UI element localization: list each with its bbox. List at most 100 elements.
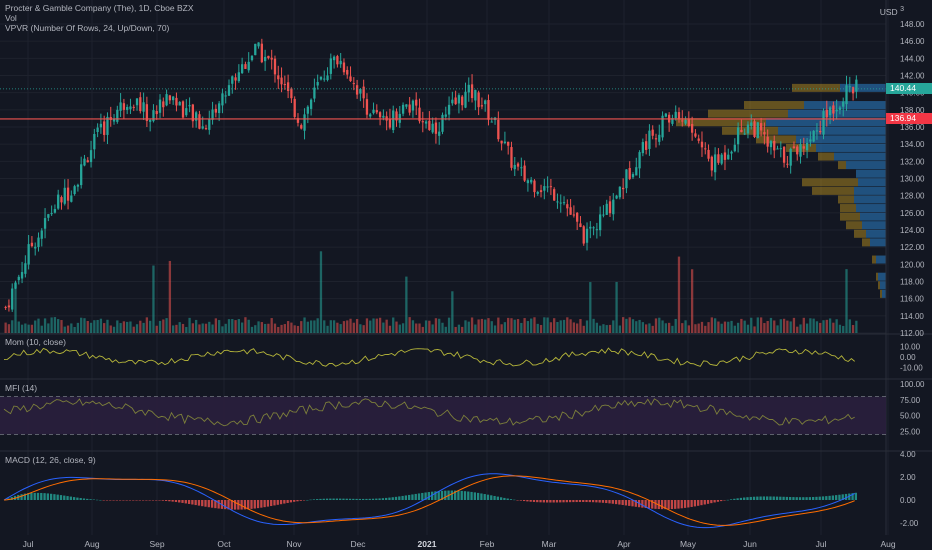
time-tick-label: Jul [23, 539, 34, 549]
candle-body [562, 202, 566, 204]
macd-histogram-bar [375, 498, 378, 500]
candle-body [635, 167, 638, 176]
volume-bar [474, 324, 477, 333]
volume-bar [277, 326, 280, 333]
vp-down-bar [792, 83, 840, 92]
macd-histogram-bar [358, 498, 362, 500]
volume-bar [562, 319, 566, 333]
candle-body [585, 228, 589, 243]
candle-body [595, 229, 599, 231]
volume-bar [76, 322, 80, 333]
volume-bar [773, 320, 776, 333]
candle-body [664, 113, 667, 117]
volume-bar [438, 318, 441, 333]
vp-down-bar [876, 272, 878, 281]
candle-body [845, 85, 848, 105]
candle-body [733, 144, 736, 152]
volume-bar [700, 321, 704, 333]
vp-up-bar [846, 161, 886, 170]
candle-body [40, 230, 43, 239]
volume-bar [559, 320, 562, 333]
candle-body [421, 121, 424, 123]
candle-body [217, 103, 221, 114]
volume-bar [523, 318, 526, 333]
candle-body [434, 122, 438, 134]
candle-body [487, 100, 490, 120]
macd-histogram-bar [352, 498, 355, 500]
candle-body [832, 105, 835, 114]
volume-bar [162, 319, 165, 333]
vp-up-bar [778, 126, 886, 135]
volume-bar [579, 319, 582, 333]
volume-bar [191, 323, 195, 333]
macd-histogram-bar [339, 498, 342, 500]
candle-body [461, 96, 464, 106]
candle-body [582, 226, 585, 244]
candle-body [139, 97, 142, 112]
volume-bar [11, 320, 14, 333]
macd-histogram-bar [818, 496, 821, 500]
volume-bar [572, 322, 576, 333]
macd-histogram-bar [683, 500, 687, 508]
macd-histogram-bar [368, 498, 371, 500]
volume-bar [635, 321, 638, 333]
volume-bar [70, 323, 73, 333]
volume-bar [63, 326, 66, 333]
candle-body [83, 158, 86, 166]
price-axis[interactable]: 148.00146.00144.00142.00140.00138.00136.… [900, 20, 925, 528]
volume-bar [53, 317, 57, 333]
time-tick-label: Sep [149, 539, 164, 549]
volume-bar [599, 325, 602, 333]
macd-histogram-bar [752, 496, 756, 500]
volume-bar [388, 325, 392, 333]
macd-histogram-bar [355, 498, 358, 500]
volume-bar [470, 317, 474, 333]
time-axis[interactable]: Jul Aug Sep Oct Nov Dec 2021 Feb Mar Apr May Jun Jul… [23, 539, 896, 549]
macd-histogram-bar [641, 500, 644, 508]
macd-histogram-bar [115, 500, 118, 501]
volume-bar [723, 321, 727, 333]
candle-body [782, 146, 786, 163]
volume-bar [638, 319, 641, 333]
candle-body [47, 214, 50, 218]
volume-bar [605, 325, 608, 333]
macd-histogram-bar [723, 500, 726, 501]
volume-bar [293, 325, 296, 333]
candle-body [418, 107, 421, 122]
volume-bar [582, 325, 585, 333]
candle-body [799, 144, 802, 157]
volume-bar [260, 322, 263, 333]
volume-bar [838, 324, 842, 333]
volume-bar [103, 323, 106, 333]
macd-histogram-bar [706, 500, 710, 504]
candle-body [175, 97, 178, 106]
volume-bar [24, 323, 27, 333]
candle-body [851, 87, 855, 94]
macd-histogram-bar [766, 496, 769, 500]
candle-body [290, 88, 293, 99]
candle-body [142, 102, 145, 112]
candle-body [786, 163, 789, 165]
vp-up-bar [834, 152, 886, 161]
candle-body [618, 186, 622, 198]
macd-histogram-bar [598, 500, 601, 503]
candle-body [300, 125, 303, 129]
macd-histogram-bar [519, 500, 522, 501]
currency-superscript: 3 [900, 5, 904, 13]
candle-body [7, 305, 11, 308]
time-tick-label: Jul [816, 539, 827, 549]
volume-bar [822, 320, 825, 333]
candle-body [273, 58, 277, 75]
volume-bar [750, 317, 753, 333]
macd-histogram-bar [779, 496, 782, 500]
volume-bar [401, 323, 405, 333]
volume-bar [789, 321, 792, 333]
horizontal-line-price-tag: 136.94 [886, 113, 932, 124]
volume-bar [185, 326, 188, 333]
macd-histogram-bar [467, 491, 470, 500]
grid-lines [0, 0, 889, 535]
vp-up-bar [858, 178, 886, 187]
last-price-tag: 140.44 [886, 83, 932, 94]
vp-up-bar [878, 272, 886, 281]
